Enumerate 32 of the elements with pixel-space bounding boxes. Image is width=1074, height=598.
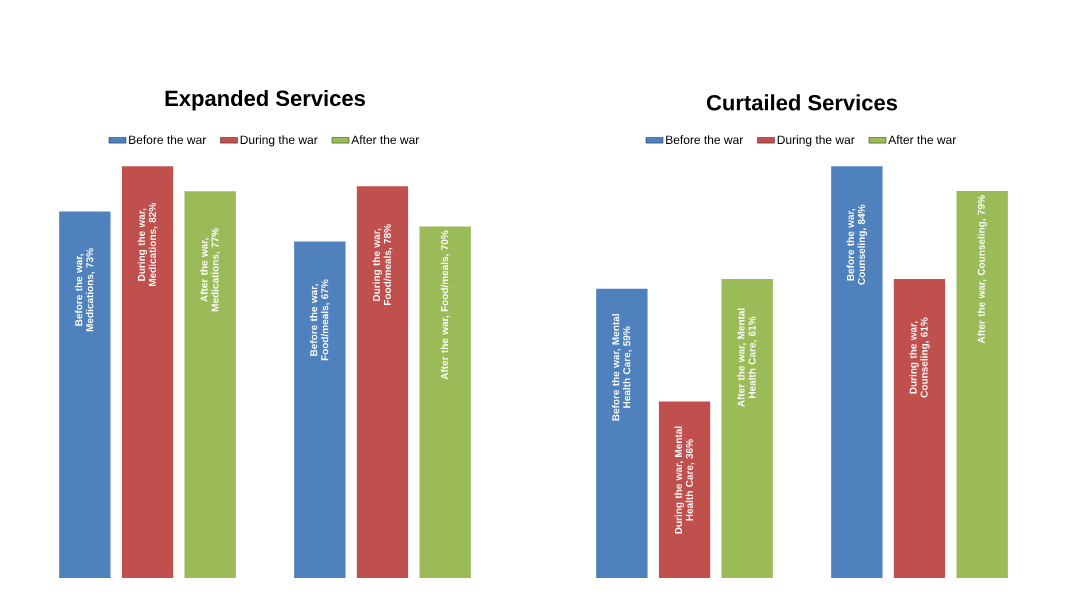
bar	[658, 401, 711, 578]
chart-title: Expanded Services	[165, 89, 365, 111]
bar	[356, 186, 409, 578]
data-label: After the war, Mental Health Care, 61%	[737, 308, 758, 407]
legend-label: During the war	[240, 135, 318, 147]
data-label: During the war, Medications, 82%	[137, 203, 158, 287]
bar	[184, 191, 236, 578]
data-label: Before the war, Counseling, 84%	[846, 204, 868, 285]
bar	[956, 190, 1008, 578]
legend-label: After the war	[888, 135, 957, 145]
bar	[893, 278, 946, 578]
data-label: Before the war, Medications, 73%	[74, 248, 95, 332]
chart-title: Curtailed Services	[706, 94, 898, 111]
legend-label: Before the war	[666, 135, 744, 145]
bar	[121, 166, 174, 578]
data-label: Before the war, Mental Health Care, 59%	[611, 314, 632, 421]
data-label: After the war, Counseling, 79%	[977, 195, 987, 344]
data-label: After the war, Medications, 77%	[200, 228, 221, 312]
data-label: During the war, Food/meals, 78%	[372, 224, 393, 306]
bar	[596, 288, 648, 578]
bar	[59, 211, 111, 578]
data-label: During the war, Counseling, 61%	[909, 317, 930, 398]
legend-label: Before the war	[129, 135, 207, 144]
data-label: After the war, Food/meals, 70%	[440, 230, 450, 380]
data-label: During the war, Mental Health Care, 36%	[674, 426, 695, 534]
bar	[831, 166, 883, 578]
data-label: Before the war, Food/meals, 67%	[309, 279, 330, 361]
legend-label: During the war	[777, 135, 855, 147]
bar	[419, 226, 471, 578]
bar	[721, 278, 773, 578]
bar	[294, 241, 346, 578]
legend-label: After the war	[351, 135, 420, 144]
